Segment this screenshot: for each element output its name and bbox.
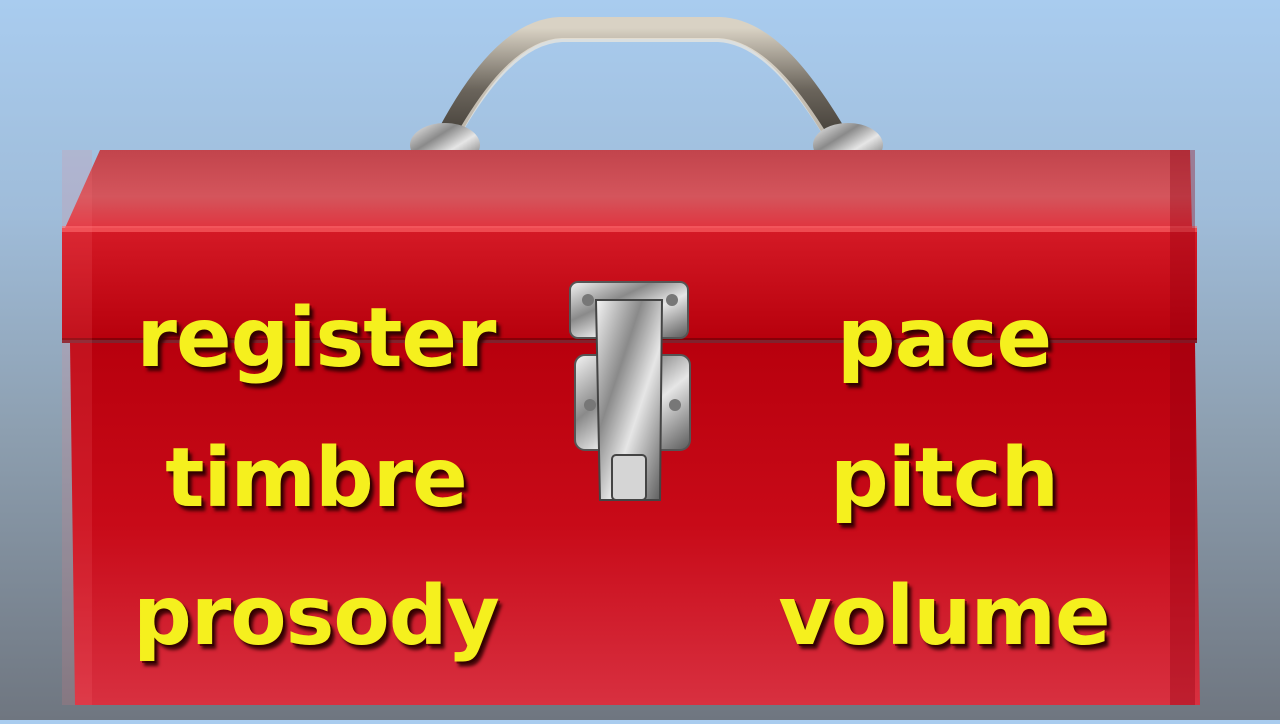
word-volume: volume [778, 569, 1110, 664]
box-body [70, 343, 1200, 705]
word-pitch: pitch [830, 431, 1059, 526]
handle [410, 17, 883, 167]
word-prosody: prosody [133, 569, 500, 664]
word-register: register [136, 291, 497, 386]
lid-top [65, 150, 1192, 228]
word-timbre: timbre [165, 431, 467, 526]
latch [569, 281, 691, 501]
word-pace: pace [836, 291, 1052, 386]
